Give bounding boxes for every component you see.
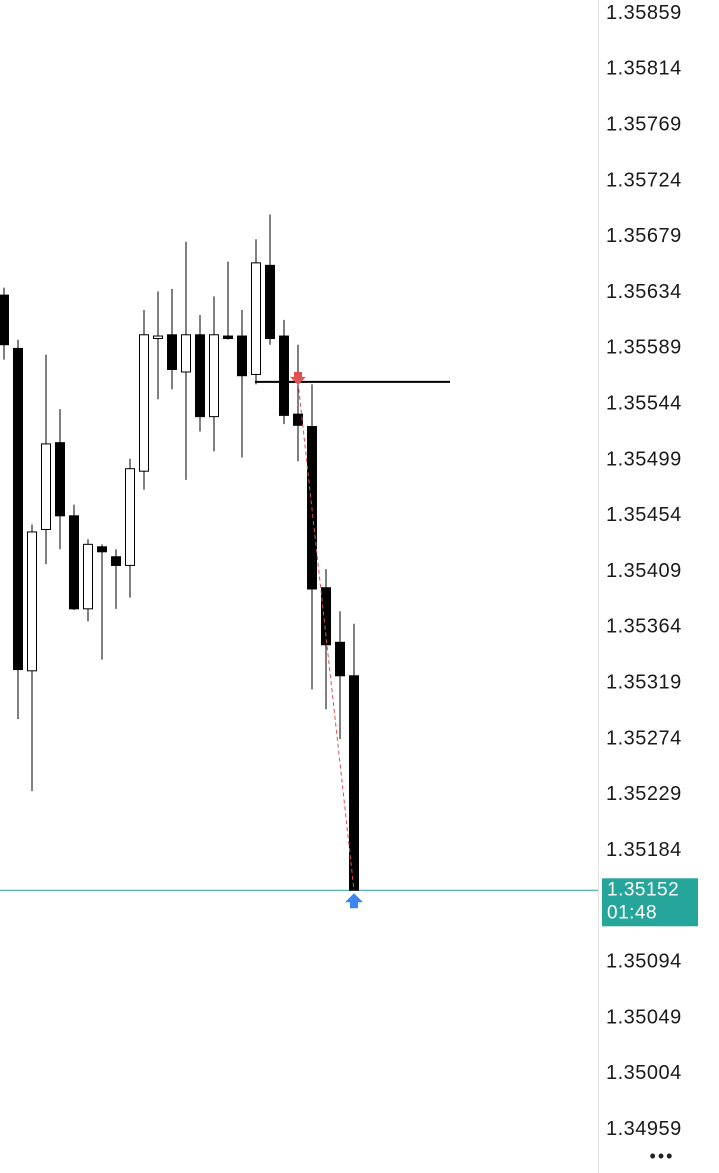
candle-body — [27, 531, 37, 672]
candle-body — [83, 543, 93, 610]
y-tick-label: 1.35049 — [606, 1006, 682, 1028]
y-tick-label: 1.35409 — [606, 560, 682, 582]
candle-body — [335, 641, 345, 677]
trade-link — [297, 381, 355, 891]
candle-body — [349, 675, 359, 891]
candle-body — [265, 264, 275, 340]
y-tick-label: 1.35589 — [606, 337, 682, 359]
y-tick-label: 1.35274 — [606, 727, 682, 749]
candle-body — [279, 335, 289, 416]
candle-body — [181, 334, 191, 373]
candle-body — [125, 468, 135, 566]
last-price-box — [602, 878, 698, 927]
candle-body — [55, 442, 65, 517]
candle-body — [69, 515, 79, 610]
y-tick-label: 1.35454 — [606, 504, 682, 526]
candle-body — [237, 335, 247, 377]
candle-body — [97, 546, 107, 553]
y-tick-label: 1.35634 — [606, 281, 682, 303]
candle-body — [167, 334, 177, 371]
y-tick-label: 1.35499 — [606, 448, 682, 470]
candle-body — [251, 262, 261, 375]
candle-body — [0, 294, 9, 346]
y-tick-label: 1.35769 — [606, 114, 682, 136]
y-tick-label: 1.35319 — [606, 671, 682, 693]
y-tick-label: 1.35544 — [606, 393, 682, 415]
candle-body — [153, 335, 163, 340]
timer-label: 01:48 — [607, 902, 657, 923]
candle-body — [209, 334, 219, 418]
y-tick-label: 1.35364 — [606, 616, 682, 638]
y-tick-label: 1.35229 — [606, 783, 682, 805]
y-tick-label: 1.35004 — [606, 1062, 682, 1084]
y-tick-label: 1.35814 — [606, 58, 682, 80]
candle-body — [111, 556, 121, 566]
candle-body — [139, 334, 149, 472]
buy-marker — [345, 893, 363, 909]
candle-body — [13, 347, 23, 671]
candle-body — [41, 443, 51, 530]
y-tick-label: 1.35679 — [606, 225, 682, 247]
y-tick-label: 1.35184 — [606, 839, 682, 861]
y-tick-label: 1.35724 — [606, 169, 682, 191]
candle-body — [293, 413, 303, 426]
candle-body — [223, 335, 233, 340]
candle-body — [195, 334, 205, 418]
last-price-label: 1.35152 — [607, 879, 679, 900]
sell-marker — [290, 371, 306, 385]
y-tick-label: 1.35094 — [606, 950, 682, 972]
y-tick-label: 1.35859 — [606, 2, 682, 24]
menu-button[interactable]: ••• — [650, 1146, 675, 1166]
y-tick-label: 1.34959 — [606, 1118, 682, 1140]
candle-body — [321, 587, 331, 646]
